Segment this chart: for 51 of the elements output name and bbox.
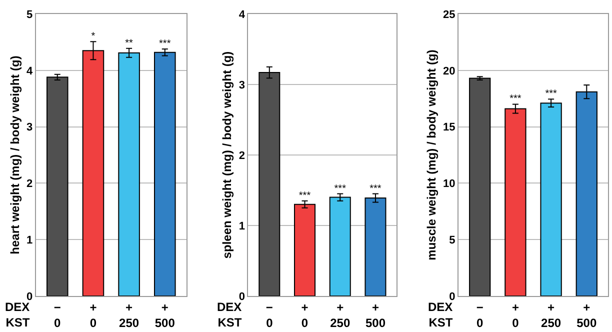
y-tick-label: 1 bbox=[238, 220, 245, 232]
data-label: *** bbox=[545, 88, 557, 100]
x-tick-label: − 0 bbox=[476, 300, 484, 330]
data-label: *** bbox=[510, 94, 522, 105]
text: DEX KST bbox=[5, 300, 30, 330]
bar bbox=[364, 198, 386, 296]
y-tick-label: 25 bbox=[443, 8, 456, 21]
x-tick-label: + 500 bbox=[576, 300, 597, 330]
y-tick-label: 5 bbox=[26, 8, 33, 21]
y-tick-label: 4 bbox=[238, 8, 246, 21]
bar bbox=[294, 204, 316, 296]
x-tick-label: + 250 bbox=[330, 300, 350, 330]
x-tick-label: + 500 bbox=[365, 300, 386, 330]
y-tick-label: 2 bbox=[26, 178, 33, 190]
x-tick-label: − 0 bbox=[54, 300, 62, 330]
bar bbox=[469, 78, 491, 296]
data-label: *** bbox=[298, 190, 311, 202]
y-tick-label: 0 bbox=[449, 290, 456, 303]
y-axis-title: heart weight (mg) / body weight (g) bbox=[8, 56, 22, 254]
y-tick-label: 2 bbox=[238, 150, 245, 162]
x-tick-label: + 0 bbox=[301, 300, 308, 330]
y-axis-title: muscle weight (mg) / body weight (g) bbox=[424, 50, 438, 260]
x-tick-label: + 0 bbox=[512, 300, 520, 330]
y-tick-label: 4 bbox=[26, 65, 34, 78]
y-tick-label: 3 bbox=[26, 122, 33, 134]
data-label: *** bbox=[370, 183, 382, 194]
data-label: * bbox=[91, 31, 96, 42]
y-tick-label: 5 bbox=[449, 234, 456, 246]
y-tick-label: 20 bbox=[443, 65, 456, 78]
x-tick-label: − 0 bbox=[266, 300, 274, 330]
data-label: *** bbox=[159, 38, 171, 50]
x-tick-label: + 0 bbox=[90, 300, 97, 330]
y-tick-label: 1 bbox=[26, 234, 33, 246]
y-tick-label: 15 bbox=[443, 122, 456, 134]
y-axis-title: spleen weight (mg) / body weight (g) bbox=[220, 51, 234, 259]
x-tick-label: + 250 bbox=[119, 300, 140, 330]
bar bbox=[46, 76, 68, 296]
y-tick-label: 3 bbox=[238, 79, 245, 92]
text: DEX KST bbox=[217, 300, 242, 330]
y-tick-label: 0 bbox=[238, 290, 245, 303]
text: DEX KST bbox=[428, 300, 454, 330]
y-tick-label: 0 bbox=[26, 290, 33, 303]
data-label: ** bbox=[125, 38, 134, 49]
bar bbox=[118, 52, 140, 296]
x-tick-label: + 250 bbox=[541, 300, 562, 330]
y-tick-label: 10 bbox=[443, 178, 456, 190]
bar bbox=[154, 52, 176, 296]
bar bbox=[329, 196, 351, 296]
x-tick-label: + 500 bbox=[154, 300, 176, 330]
data-label: *** bbox=[334, 183, 346, 194]
bar bbox=[540, 102, 562, 296]
